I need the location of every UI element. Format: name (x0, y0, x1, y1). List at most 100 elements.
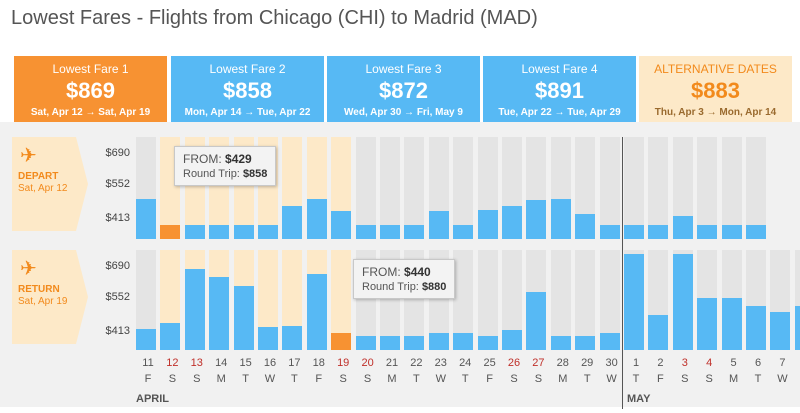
return-fare-bar[interactable] (258, 327, 278, 350)
depart-day-column[interactable] (428, 137, 449, 239)
depart-day-column[interactable] (746, 137, 766, 239)
fare-card-5[interactable]: ALTERNATIVE DATES $883 Thu, Apr 3 → Mon, A… (639, 56, 792, 122)
depart-fare-bar[interactable] (428, 211, 449, 239)
depart-fare-bar[interactable] (282, 206, 303, 239)
return-fare-bar[interactable] (672, 254, 693, 350)
return-fare-bar[interactable] (136, 328, 156, 350)
fare-card-2[interactable]: Lowest Fare 2 $858 Mon, Apr 14 → Tue, Apr … (171, 56, 324, 122)
return-fare-bar[interactable] (721, 298, 742, 350)
return-day-column[interactable] (721, 250, 742, 350)
return-day-column[interactable] (648, 250, 669, 350)
return-fare-bar[interactable] (746, 305, 766, 350)
depart-day-column[interactable] (624, 137, 644, 239)
depart-day-column[interactable] (575, 137, 596, 239)
return-fare-bar[interactable] (526, 292, 547, 350)
fare-card-1[interactable]: Lowest Fare 1 $869 Sat, Apr 12 → Sat, Apr … (14, 56, 167, 122)
depart-fare-bar[interactable] (209, 225, 230, 239)
depart-fare-bar[interactable] (697, 225, 718, 239)
depart-fare-bar[interactable] (258, 225, 278, 239)
depart-fare-bar[interactable] (331, 211, 352, 239)
return-fare-bar[interactable] (160, 322, 181, 350)
depart-day-column[interactable] (526, 137, 547, 239)
return-fare-bar[interactable] (697, 298, 718, 350)
depart-fare-bar[interactable] (184, 225, 205, 239)
return-fare-bar[interactable] (306, 273, 327, 350)
depart-day-column[interactable] (599, 137, 620, 239)
depart-fare-bar[interactable] (746, 225, 766, 239)
return-day-column[interactable] (282, 250, 303, 350)
return-fare-bar[interactable] (502, 330, 522, 350)
depart-fare-bar[interactable] (477, 209, 498, 239)
return-fare-bar[interactable] (209, 276, 230, 350)
return-day-column[interactable] (136, 250, 156, 350)
return-fare-bar[interactable] (282, 325, 303, 350)
depart-day-column[interactable] (453, 137, 474, 239)
return-fare-bar[interactable] (355, 336, 376, 350)
depart-fare-bar[interactable] (404, 225, 425, 239)
depart-fare-bar[interactable] (672, 215, 693, 239)
fare-card-3[interactable]: Lowest Fare 3 $872 Wed, Apr 30 → Fri, May … (327, 56, 480, 122)
return-day-column[interactable] (794, 250, 800, 350)
return-day-column[interactable] (331, 250, 352, 350)
return-fare-bar[interactable] (648, 315, 669, 350)
return-fare-bar[interactable] (550, 336, 571, 350)
depart-day-column[interactable] (672, 137, 693, 239)
return-day-column[interactable] (624, 250, 644, 350)
depart-day-column[interactable] (648, 137, 669, 239)
depart-fare-bar[interactable] (721, 225, 742, 239)
depart-fare-bar[interactable] (575, 214, 596, 239)
depart-day-column[interactable] (380, 137, 400, 239)
depart-day-column[interactable] (477, 137, 498, 239)
depart-fare-bar[interactable] (233, 225, 254, 239)
depart-day-column[interactable] (136, 137, 156, 239)
return-day-column[interactable] (502, 250, 522, 350)
return-day-column[interactable] (184, 250, 205, 350)
fare-card-4[interactable]: Lowest Fare 4 $891 Tue, Apr 22 → Tue, Apr … (483, 56, 636, 122)
depart-fare-bar[interactable] (160, 225, 181, 239)
return-fare-bar[interactable] (331, 333, 352, 350)
depart-day-column[interactable] (282, 137, 303, 239)
return-fare-bar[interactable] (380, 336, 400, 350)
return-fare-bar[interactable] (599, 333, 620, 350)
return-day-column[interactable] (770, 250, 791, 350)
depart-fare-bar[interactable] (624, 225, 644, 239)
depart-day-column[interactable] (355, 137, 376, 239)
depart-fare-bar[interactable] (355, 225, 376, 239)
return-day-column[interactable] (697, 250, 718, 350)
depart-selector[interactable]: ✈ DEPART Sat, Apr 12 (12, 137, 76, 231)
return-day-column[interactable] (306, 250, 327, 350)
return-day-column[interactable] (746, 250, 766, 350)
return-fare-bar[interactable] (404, 336, 425, 350)
depart-fare-bar[interactable] (599, 225, 620, 239)
depart-day-column[interactable] (404, 137, 425, 239)
depart-fare-bar[interactable] (453, 225, 474, 239)
depart-day-column[interactable] (550, 137, 571, 239)
return-fare-bar[interactable] (428, 333, 449, 350)
return-selector[interactable]: ✈ RETURN Sat, Apr 19 (12, 250, 76, 344)
depart-day-column[interactable] (697, 137, 718, 239)
return-fare-bar[interactable] (184, 269, 205, 350)
depart-fare-bar[interactable] (136, 198, 156, 239)
return-fare-bar[interactable] (794, 305, 800, 350)
return-fare-bar[interactable] (477, 336, 498, 350)
return-day-column[interactable] (672, 250, 693, 350)
depart-fare-bar[interactable] (526, 200, 547, 239)
depart-fare-bar[interactable] (550, 198, 571, 239)
return-day-column[interactable] (453, 250, 474, 350)
return-day-column[interactable] (209, 250, 230, 350)
depart-day-column[interactable] (721, 137, 742, 239)
return-fare-bar[interactable] (770, 311, 791, 350)
return-day-column[interactable] (599, 250, 620, 350)
return-fare-bar[interactable] (624, 254, 644, 350)
return-day-column[interactable] (575, 250, 596, 350)
return-day-column[interactable] (526, 250, 547, 350)
depart-day-column[interactable] (306, 137, 327, 239)
return-fare-bar[interactable] (575, 336, 596, 350)
return-day-column[interactable] (233, 250, 254, 350)
depart-fare-bar[interactable] (502, 206, 522, 239)
return-fare-bar[interactable] (233, 286, 254, 350)
depart-fare-bar[interactable] (380, 225, 400, 239)
depart-day-column[interactable] (331, 137, 352, 239)
return-fare-bar[interactable] (453, 333, 474, 350)
return-day-column[interactable] (477, 250, 498, 350)
